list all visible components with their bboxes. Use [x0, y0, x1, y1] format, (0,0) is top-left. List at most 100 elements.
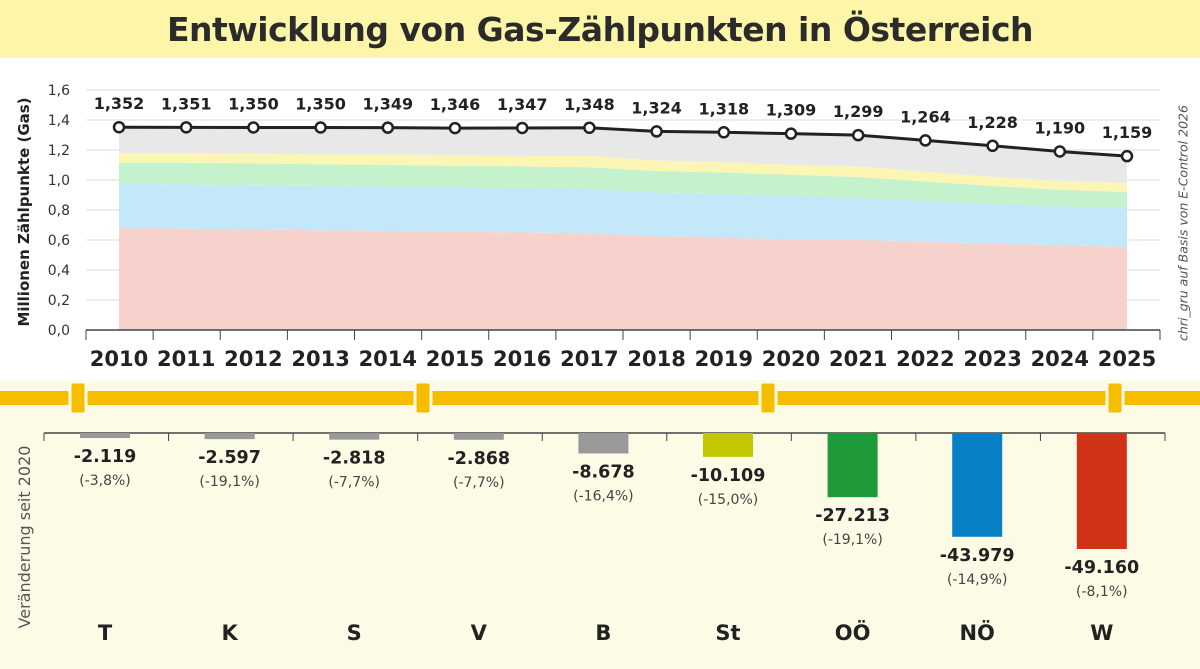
- y-tick-label: 0,8: [48, 203, 70, 219]
- x-tick-label: 2023: [963, 347, 1021, 371]
- area-layer: [119, 127, 1127, 183]
- bar-value-label: -10.109: [691, 466, 766, 486]
- bar-percent-label: (-7,7%): [328, 475, 380, 491]
- data-label: 1,351: [161, 94, 212, 113]
- data-label: 1,349: [362, 95, 413, 114]
- bar-category-label: W: [1090, 621, 1113, 645]
- data-point: [381, 121, 395, 134]
- bar-value-label: -2.597: [198, 448, 261, 468]
- data-label: 1,348: [564, 95, 615, 114]
- data-label: 1,264: [900, 107, 951, 126]
- data-point: [784, 127, 798, 140]
- y-tick-label: 0,0: [48, 323, 70, 339]
- area-layer: [119, 228, 1127, 330]
- title-bar: Entwicklung von Gas-Zählpunkten in Öster…: [0, 0, 1200, 58]
- data-label: 1,350: [295, 95, 346, 114]
- data-point: [112, 120, 126, 134]
- y-tick-label: 1,0: [48, 173, 70, 189]
- bar: [204, 433, 255, 440]
- x-tick-label: 2016: [493, 347, 551, 371]
- y-tick-label: 1,6: [48, 83, 70, 99]
- data-label: 1,346: [430, 95, 481, 114]
- bar-percent-label: (-14,9%): [947, 572, 1007, 588]
- area-layer: [119, 162, 1127, 209]
- bar-percent-label: (-3,8%): [79, 473, 131, 489]
- bar: [827, 433, 878, 498]
- x-tick-label: 2020: [762, 347, 820, 371]
- y-tick-label: 1,2: [48, 143, 70, 159]
- divider-marker: [1105, 380, 1125, 416]
- data-point: [1053, 145, 1067, 158]
- data-label: 1,159: [1102, 123, 1153, 142]
- bar-category-label: S: [347, 621, 362, 645]
- bar-category-label: V: [471, 621, 488, 645]
- x-tick-label: 2019: [695, 347, 753, 371]
- x-tick-label: 2012: [224, 347, 282, 371]
- data-point: [986, 139, 999, 153]
- bar-percent-label: (-19,1%): [822, 532, 882, 548]
- series-line: [118, 125, 1128, 158]
- bar-value-label: -2.119: [74, 447, 137, 467]
- data-label: 1,190: [1034, 119, 1085, 138]
- bar: [80, 433, 130, 439]
- bar-percent-label: (-16,4%): [573, 488, 633, 504]
- data-point: [515, 121, 529, 135]
- bar-category-label: K: [221, 621, 238, 645]
- x-tick-label: 2014: [359, 347, 417, 371]
- chart-title: Entwicklung von Gas-Zählpunkten in Öster…: [166, 9, 1034, 49]
- data-point: [583, 121, 596, 135]
- bar: [578, 433, 629, 454]
- data-label: 1,309: [766, 101, 817, 120]
- bar-percent-label: (-19,1%): [199, 474, 259, 490]
- bar: [952, 433, 1003, 537]
- bar-category-label: T: [98, 621, 113, 645]
- data-point: [179, 121, 193, 134]
- bar-value-label: -49.160: [1064, 558, 1139, 578]
- y-tick-label: 1,4: [48, 113, 70, 129]
- divider-marker: [68, 380, 88, 416]
- x-tick-label: 2024: [1031, 347, 1089, 371]
- data-point: [650, 125, 663, 138]
- bar-percent-label: (-7,7%): [453, 475, 505, 491]
- data-label: 1,350: [228, 95, 279, 114]
- y-tick-label: 0,4: [48, 263, 70, 279]
- data-point: [851, 128, 865, 142]
- bar-percent-label: (-8,1%): [1076, 584, 1128, 600]
- bar-value-label: -2.868: [447, 449, 510, 469]
- area-layer: [119, 183, 1127, 247]
- data-label: 1,347: [497, 95, 548, 114]
- divider-marker: [413, 380, 433, 416]
- x-tick-label: 2011: [157, 347, 215, 371]
- bar-value-label: -2.818: [323, 449, 386, 469]
- data-label: 1,324: [631, 98, 682, 117]
- x-tick-label: 2025: [1098, 347, 1156, 371]
- x-tick-label: 2022: [896, 347, 954, 371]
- data-label: 1,299: [833, 102, 884, 121]
- data-point: [247, 121, 260, 134]
- x-tick-label: 2021: [829, 347, 887, 371]
- x-tick-label: 2017: [560, 347, 618, 371]
- data-label: 1,228: [967, 113, 1018, 132]
- divider-marker: [758, 380, 778, 416]
- bar-y-axis-label: Veränderung seit 2020: [15, 446, 34, 629]
- data-point: [448, 121, 462, 135]
- bar-percent-label: (-15,0%): [698, 492, 758, 508]
- bar: [703, 433, 753, 457]
- bar-value-label: -27.213: [815, 506, 890, 526]
- divider-band: [0, 391, 1200, 405]
- x-tick-label: 2010: [90, 347, 148, 371]
- bar: [329, 433, 380, 440]
- data-point: [717, 126, 731, 139]
- x-tick-label: 2018: [627, 347, 685, 371]
- y-axis-label: Millionen Zählpunkte (Gas): [15, 97, 33, 326]
- source-credit-text: chri_gru auf Basis von E-Control 2026: [1175, 105, 1191, 341]
- source-credit: chri_gru auf Basis von E-Control 2026: [1172, 88, 1194, 358]
- data-point: [314, 121, 327, 134]
- bar-value-label: -43.979: [940, 546, 1015, 566]
- bar-category-label: NÖ: [959, 620, 994, 645]
- bar-category-label: B: [595, 621, 611, 645]
- bar-category-label: St: [715, 621, 740, 645]
- bar: [453, 433, 504, 440]
- data-point: [1120, 149, 1134, 163]
